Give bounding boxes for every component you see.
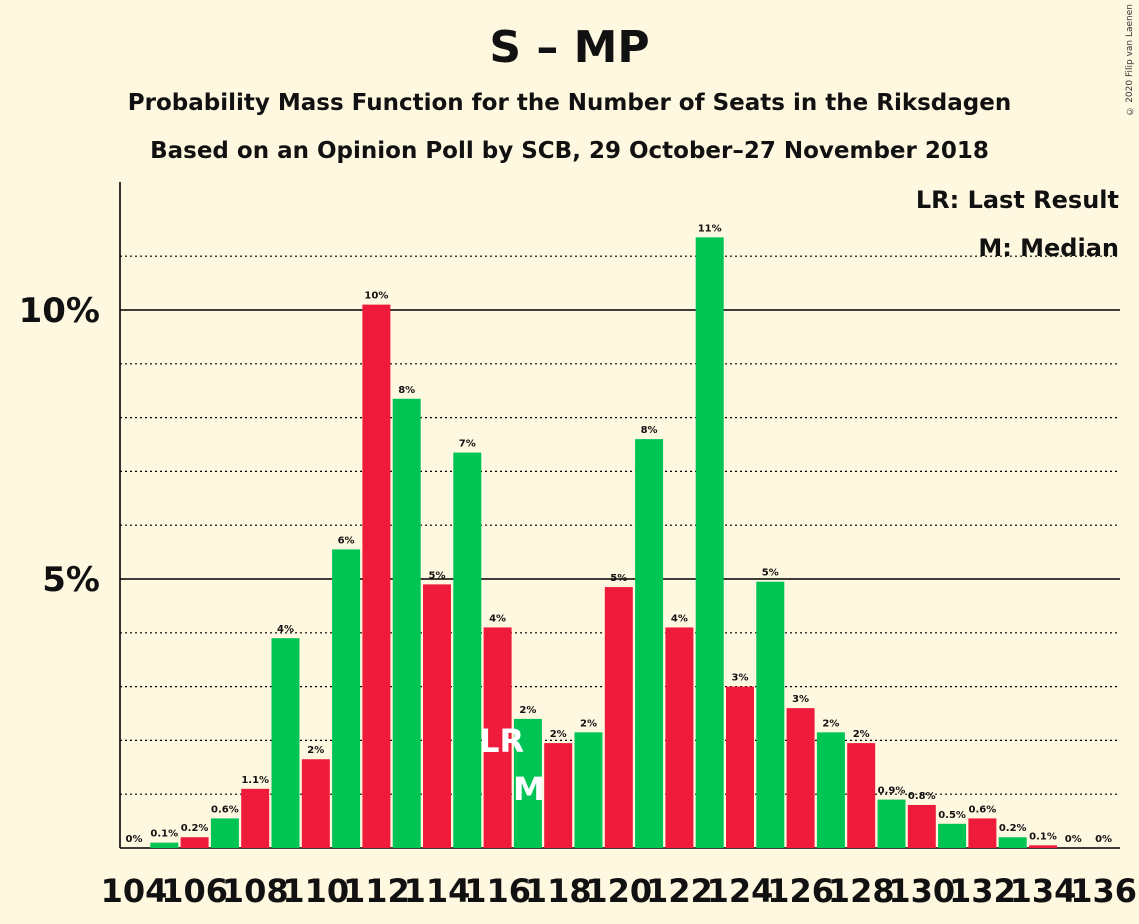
last-result-marker: LR bbox=[479, 722, 524, 760]
bar-seat-111 bbox=[332, 549, 361, 848]
bar-value-label: 0.6% bbox=[969, 804, 997, 815]
bar-seat-127 bbox=[816, 732, 845, 848]
bar-value-label: 7% bbox=[459, 439, 476, 450]
bar-value-label: 8% bbox=[641, 425, 658, 436]
bar-seat-122 bbox=[665, 627, 694, 848]
bar-seat-128 bbox=[847, 743, 876, 848]
bar-seat-119 bbox=[574, 732, 603, 848]
bar-seat-116 bbox=[483, 627, 512, 848]
bar-value-label: 0.2% bbox=[999, 823, 1027, 834]
bar-seat-126 bbox=[786, 708, 815, 848]
bar-value-label: 4% bbox=[489, 613, 506, 624]
bar-value-label: 2% bbox=[822, 718, 839, 729]
bar-value-label: 10% bbox=[364, 291, 388, 302]
bar-seat-114 bbox=[423, 584, 451, 848]
bar-seat-129 bbox=[877, 799, 906, 848]
bar-seat-130 bbox=[907, 804, 936, 848]
x-tick-label: 114 bbox=[404, 872, 471, 910]
bar-value-label: 2% bbox=[519, 705, 536, 716]
x-tick-label: 120 bbox=[585, 872, 652, 910]
bar-value-label: 2% bbox=[550, 729, 567, 740]
bar-seat-110 bbox=[301, 759, 330, 848]
bar-value-label: 0% bbox=[1095, 834, 1112, 845]
bar-seat-107 bbox=[210, 818, 239, 848]
bar-value-label: 2% bbox=[307, 745, 324, 756]
bar-seat-112 bbox=[362, 304, 391, 848]
bar-value-label: 0% bbox=[1065, 834, 1082, 845]
legend-last-result: LR: Last Result bbox=[915, 186, 1119, 214]
bar-value-label: 5% bbox=[429, 570, 446, 581]
x-tick-label: 136 bbox=[1070, 872, 1137, 910]
x-tick-label: 134 bbox=[1010, 872, 1077, 910]
bar-value-label: 5% bbox=[762, 568, 779, 579]
bar-seat-120 bbox=[604, 587, 633, 848]
chart-title: S – MP bbox=[489, 22, 650, 73]
bar-seat-109 bbox=[271, 638, 300, 848]
bar-seat-132 bbox=[968, 818, 997, 848]
bar-value-label: 6% bbox=[338, 535, 355, 546]
bar-seat-105 bbox=[150, 842, 179, 848]
x-tick-label: 124 bbox=[707, 872, 774, 910]
x-tick-label: 128 bbox=[828, 872, 895, 910]
x-tick-label: 118 bbox=[525, 872, 592, 910]
x-tick-label: 110 bbox=[282, 872, 349, 910]
x-tick-label: 132 bbox=[949, 872, 1016, 910]
bar-value-label: 5% bbox=[610, 573, 627, 584]
bar-seat-123 bbox=[695, 237, 724, 848]
bar-seat-131 bbox=[938, 823, 967, 848]
x-tick-label: 122 bbox=[646, 872, 713, 910]
bar-seat-134 bbox=[1029, 845, 1057, 848]
bar-seat-115 bbox=[453, 452, 482, 848]
x-tick-label: 104 bbox=[101, 872, 168, 910]
chart-source-line: Based on an Opinion Poll by SCB, 29 Octo… bbox=[150, 138, 989, 164]
bar-seat-106 bbox=[180, 837, 209, 848]
bar-value-label: 0.9% bbox=[878, 786, 906, 797]
bar-value-label: 4% bbox=[671, 613, 688, 624]
bar-value-label: 0.8% bbox=[908, 791, 936, 802]
bar-value-label: 2% bbox=[580, 718, 597, 729]
bar-value-label: 3% bbox=[792, 694, 809, 705]
bar-value-label: 3% bbox=[732, 673, 749, 684]
bar-value-label: 4% bbox=[277, 624, 294, 635]
chart-subtitle: Probability Mass Function for the Number… bbox=[127, 90, 1012, 116]
bar-seat-117 bbox=[513, 718, 542, 848]
bar-value-label: 0.1% bbox=[1029, 831, 1057, 842]
x-tick-label: 106 bbox=[161, 872, 228, 910]
bar-seat-121 bbox=[635, 439, 664, 848]
bar-seat-113 bbox=[392, 398, 421, 848]
y-tick-label: 5% bbox=[42, 560, 100, 600]
bar-seat-133 bbox=[998, 837, 1027, 848]
bar-value-label: 1.1% bbox=[241, 775, 269, 786]
bar-value-label: 0% bbox=[126, 834, 143, 845]
median-marker: M bbox=[513, 770, 545, 808]
bar-value-label: 2% bbox=[853, 729, 870, 740]
bar-seat-108 bbox=[241, 788, 270, 848]
x-tick-label: 130 bbox=[888, 872, 955, 910]
y-tick-label: 10% bbox=[19, 291, 100, 331]
x-tick-label: 126 bbox=[767, 872, 834, 910]
legend-median: M: Median bbox=[978, 234, 1119, 262]
bar-value-label: 11% bbox=[698, 223, 722, 234]
bar-value-label: 0.2% bbox=[181, 823, 209, 834]
bar-seat-125 bbox=[756, 581, 785, 848]
bar-seat-124 bbox=[726, 686, 754, 848]
bar-seat-118 bbox=[544, 743, 573, 848]
x-tick-label: 108 bbox=[222, 872, 289, 910]
bar-value-label: 0.5% bbox=[938, 810, 966, 821]
bar-value-label: 8% bbox=[398, 385, 415, 396]
x-tick-label: 116 bbox=[464, 872, 531, 910]
x-tick-label: 112 bbox=[343, 872, 410, 910]
bar-value-label: 0.6% bbox=[211, 804, 239, 815]
bar-value-label: 0.1% bbox=[150, 829, 178, 840]
